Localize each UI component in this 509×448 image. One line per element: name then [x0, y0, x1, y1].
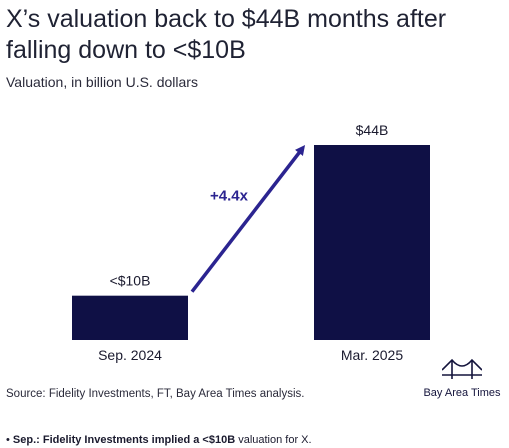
footnote-rest: valuation for X.: [235, 434, 312, 446]
brand-logo: Bay Area Times: [422, 358, 502, 399]
bridge-icon: [441, 358, 483, 379]
data-label-1: $44B: [356, 122, 389, 138]
bar-0: [72, 295, 188, 340]
chart-subtitle: Valuation, in billion U.S. dollars: [6, 74, 198, 90]
chart-title: X’s valuation back to $44B months after …: [6, 5, 447, 64]
footnote: • Sep.: Fidelity Investments implied a <…: [6, 434, 312, 446]
source-note: Source: Fidelity Investments, FT, Bay Ar…: [6, 388, 305, 400]
data-label-0: <$10B: [110, 273, 151, 289]
bullet: •: [6, 434, 13, 446]
footnote-bold: Sep.: Fidelity Investments implied a <$1…: [12, 434, 236, 446]
category-label-0: Sep. 2024: [98, 347, 162, 363]
growth-arrow: [190, 145, 306, 293]
brand-name: Bay Area Times: [423, 387, 501, 399]
growth-annotation: +4.4x: [210, 187, 249, 204]
bar-1: [314, 145, 430, 340]
category-label-1: Mar. 2025: [341, 347, 403, 363]
